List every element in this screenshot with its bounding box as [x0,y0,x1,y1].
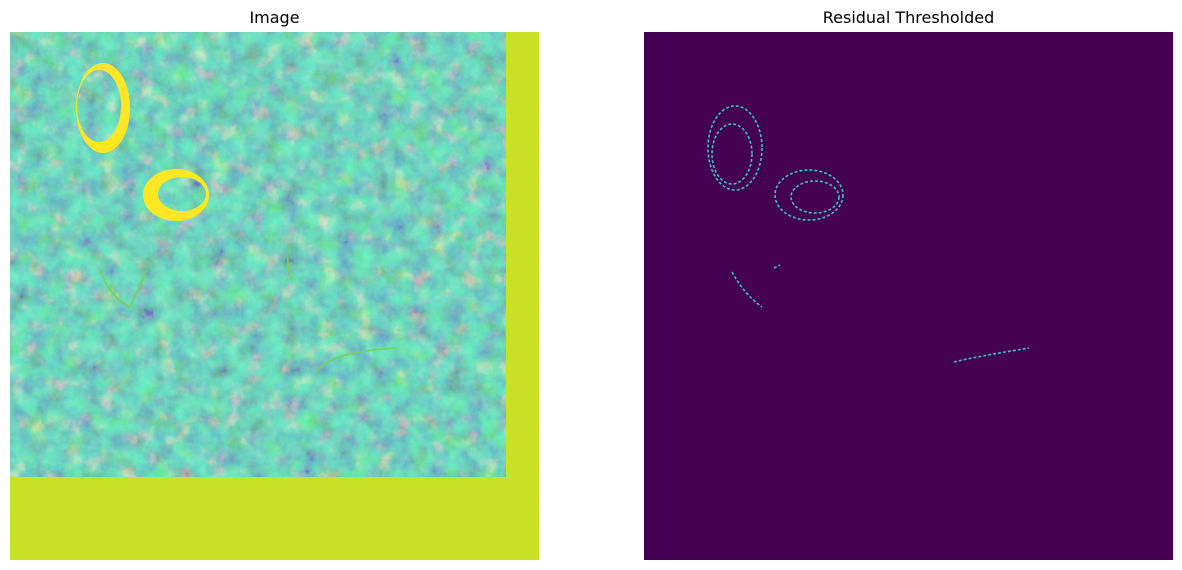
image-panel [10,32,539,560]
image-raster [10,32,539,560]
residual-raster [644,32,1173,560]
left-panel-title: Image [10,8,539,27]
right-panel-title: Residual Thresholded [644,8,1173,27]
residual-panel [644,32,1173,560]
residual-background [644,32,1173,560]
texture-region [10,32,506,477]
